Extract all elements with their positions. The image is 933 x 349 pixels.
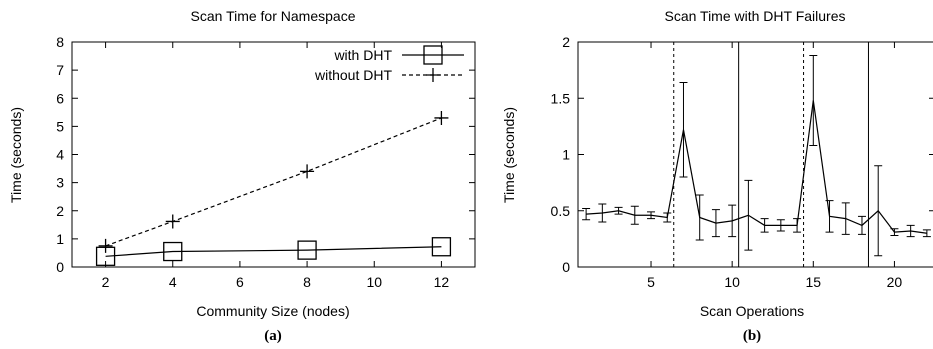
chart-a-ytick-label: 6 — [56, 90, 64, 106]
chart-a-xtick-label: 4 — [169, 274, 177, 290]
chart-a-sublabel: (a) — [264, 328, 282, 344]
chart-b-ytick-label: 2 — [562, 34, 570, 50]
chart-b-xtick-label: 5 — [647, 274, 655, 290]
chart-a-xtick-label: 2 — [102, 274, 110, 290]
chart-b-title: Scan Time with DHT Failures — [664, 8, 845, 24]
chart-a-xtick-label: 6 — [236, 274, 244, 290]
chart-b: 0 0.5 1 1.5 2 5 10 15 20 — [551, 34, 933, 290]
chart-b-ytick-label: 1.5 — [551, 90, 571, 106]
chart-a-ytick-label: 0 — [56, 259, 64, 275]
chart-a-series-1-point — [434, 110, 449, 125]
chart-b-ytick-label: 0.5 — [551, 203, 571, 219]
chart-b-xtick-label: 20 — [887, 274, 903, 290]
chart-a-xtick-label: 10 — [366, 274, 382, 290]
chart-a-xtick-label: 12 — [434, 274, 450, 290]
chart-a-plot-frame — [71, 41, 476, 268]
chart-a-series-0-point — [163, 241, 183, 262]
chart-a-series-0-point — [297, 240, 317, 260]
chart-a-title: Scan Time for Namespace — [191, 8, 356, 24]
chart-a-series-1-point — [165, 214, 180, 229]
chart-a-series-1-line — [105, 117, 442, 247]
chart-a-ytick-label: 3 — [56, 175, 64, 191]
chart-b-plot-frame — [577, 41, 933, 268]
chart-b-xtick-label: 15 — [806, 274, 822, 290]
chart-a-ytick-label: 8 — [56, 34, 64, 50]
chart-a-ytick-label: 4 — [56, 147, 64, 163]
chart-a-legend-0-label: with DHT — [333, 47, 392, 63]
chart-a-xlabel: Community Size (nodes) — [196, 303, 349, 319]
chart-b-xtick-label: 10 — [724, 274, 740, 290]
chart-a-ytick-label: 5 — [56, 118, 64, 134]
chart-a-series-1-point — [98, 238, 113, 253]
chart-a-series-1-point — [300, 164, 315, 179]
chart-a-ytick-label: 2 — [56, 203, 64, 219]
chart-b-ylabel: Time (seconds) — [501, 107, 517, 203]
chart-a-legend-0-marker — [423, 45, 443, 65]
chart-a-ytick-label: 7 — [56, 62, 64, 78]
chart-a-legend-1-marker — [426, 68, 440, 82]
chart-a-ytick-label: 1 — [56, 231, 64, 247]
chart-b-xlabel: Scan Operations — [700, 303, 804, 319]
chart-b-sublabel: (b) — [743, 328, 761, 344]
chart-a-series-0-point — [431, 237, 452, 257]
chart-a-ylabel: Time (seconds) — [8, 107, 24, 203]
chart-a-xtick-label: 8 — [303, 274, 311, 290]
chart-b-series-line — [586, 100, 927, 234]
chart-b-ytick-label: 1 — [562, 147, 570, 163]
chart-a-series-0-line — [105, 246, 442, 257]
chart-a-legend-1-label: without DHT — [314, 67, 392, 83]
chart-b-ytick-label: 0 — [562, 259, 570, 275]
